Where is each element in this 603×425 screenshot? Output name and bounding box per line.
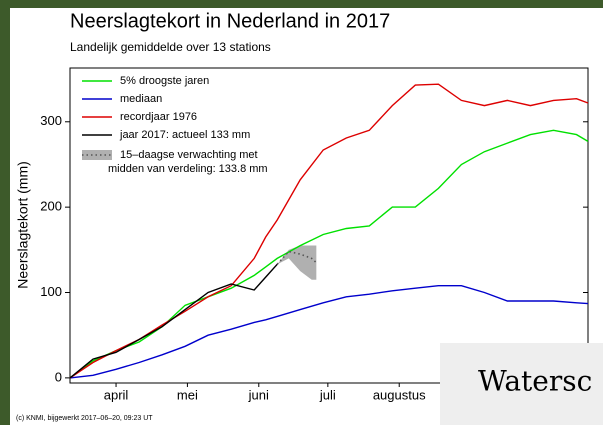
plot-area: 0 100 200 300 april mei juni juli augustus 5% dro… bbox=[40, 67, 589, 402]
y-tick-label: 200 bbox=[40, 199, 62, 214]
legend-label: midden van verdeling: 133.8 mm bbox=[108, 163, 268, 175]
legend-label: 5% droogste jaren bbox=[120, 75, 209, 87]
y-axis-label: Neerslagtekort (mm) bbox=[15, 161, 31, 289]
chart-title: Neerslagtekort in Nederland in 2017 bbox=[70, 10, 390, 32]
y-tick-label: 300 bbox=[40, 113, 62, 128]
chart-subtitle: Landelijk gemiddelde over 13 stations bbox=[70, 40, 271, 54]
footer: (c) KNMI, bijgewerkt 2017–06–20, 09:23 U… bbox=[16, 415, 153, 422]
x-tick-label: mei bbox=[177, 387, 198, 402]
x-tick-label: augustus bbox=[373, 387, 426, 402]
overlay-card bbox=[440, 343, 603, 425]
legend-label: mediaan bbox=[120, 93, 162, 105]
legend-label: 15–daagse verwachting met bbox=[120, 149, 258, 161]
y-tick-label: 100 bbox=[40, 284, 62, 299]
legend-label: jaar 2017: actueel 133 mm bbox=[119, 129, 250, 141]
series-line bbox=[69, 83, 589, 379]
legend-label: recordjaar 1976 bbox=[120, 111, 197, 123]
x-tick-label: juli bbox=[319, 387, 336, 402]
y-tick-label: 0 bbox=[55, 369, 62, 384]
x-tick-label: juni bbox=[248, 387, 269, 402]
plot-frame bbox=[69, 67, 589, 384]
series-line bbox=[69, 285, 589, 379]
overlay-text: Watersc bbox=[478, 365, 592, 398]
series-line bbox=[69, 263, 278, 379]
x-tick-label: april bbox=[104, 387, 129, 402]
